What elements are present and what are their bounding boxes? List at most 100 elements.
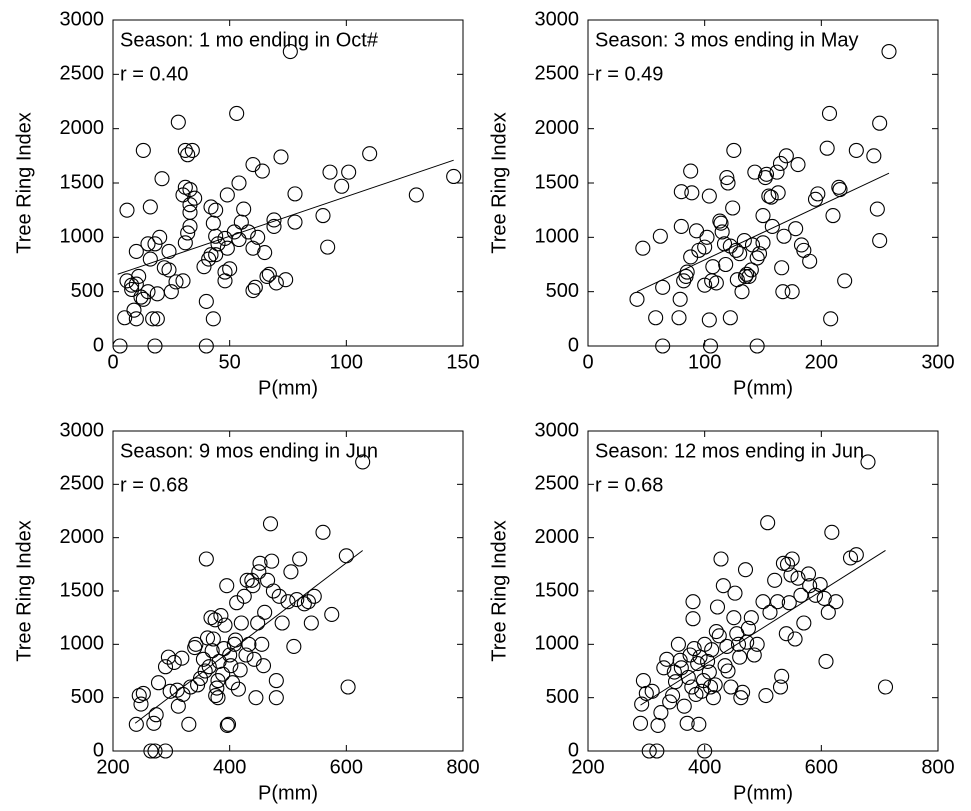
annotation: Season: 9 mos ending in Jun [120, 440, 378, 462]
y-tick-label: 2500 [60, 473, 105, 495]
point [338, 548, 354, 564]
y-tick-label: 1000 [535, 633, 580, 655]
annotation: r = 0.68 [595, 474, 663, 496]
point [656, 660, 672, 676]
point [719, 170, 735, 186]
point [303, 615, 319, 631]
point [779, 556, 796, 572]
point [198, 338, 214, 354]
point [720, 175, 736, 191]
point [778, 626, 794, 642]
point [629, 291, 645, 307]
y-tick-label: 1500 [535, 579, 580, 601]
point [760, 515, 776, 531]
point [784, 551, 800, 567]
point [315, 524, 331, 540]
fit-line [134, 550, 363, 724]
point [683, 163, 699, 179]
point [203, 247, 219, 263]
y-tick-label: 2000 [535, 117, 580, 139]
x-axis-label: P(mm) [258, 377, 318, 399]
point [866, 148, 882, 164]
point [717, 658, 733, 674]
annotation: Season: 1 mo ending in Oct# [120, 29, 379, 51]
point [149, 311, 165, 327]
point [774, 260, 790, 276]
point [287, 214, 303, 230]
y-tick-label: 2500 [535, 63, 580, 85]
x-tick-label: 400 [688, 756, 721, 778]
point [274, 615, 290, 631]
point [341, 164, 357, 180]
point [230, 681, 246, 697]
point [210, 690, 226, 706]
y-tick-label: 1500 [60, 171, 105, 193]
point [837, 273, 853, 289]
point [362, 146, 378, 162]
y-axis-label: Tree Ring Index [488, 520, 510, 662]
point [251, 564, 267, 580]
point [820, 604, 836, 620]
point [213, 607, 229, 624]
point [408, 187, 424, 203]
point [700, 653, 716, 669]
point [772, 679, 789, 695]
point [195, 651, 211, 667]
point [715, 578, 731, 594]
point [686, 641, 702, 657]
point [702, 338, 719, 354]
x-axis-label: P(mm) [258, 782, 318, 804]
point [264, 553, 280, 569]
point [355, 454, 371, 470]
point [238, 647, 254, 663]
point [743, 610, 759, 626]
point [730, 636, 747, 652]
point [653, 705, 669, 721]
y-tick-label: 1000 [60, 633, 105, 655]
point [219, 717, 235, 733]
point [174, 650, 190, 666]
point [135, 291, 151, 307]
point [157, 659, 174, 675]
x-tick-label: 50 [219, 351, 241, 373]
point [254, 636, 270, 652]
point [128, 716, 144, 732]
point [154, 171, 170, 187]
point [825, 208, 841, 224]
point [649, 743, 665, 759]
point [662, 694, 678, 710]
point [168, 274, 184, 290]
point [239, 572, 255, 588]
point [821, 105, 838, 122]
annotation: r = 0.49 [595, 63, 663, 85]
y-tick-label: 1500 [60, 579, 105, 601]
point [776, 228, 792, 244]
point [324, 606, 340, 623]
point [148, 707, 164, 723]
point [252, 555, 268, 571]
point [289, 591, 305, 608]
point [257, 604, 273, 620]
point [672, 291, 688, 307]
point [712, 213, 728, 229]
point [182, 204, 198, 220]
point [131, 687, 147, 704]
point [807, 587, 824, 603]
point [180, 225, 196, 241]
point [160, 649, 176, 665]
point [210, 673, 226, 689]
point [860, 454, 876, 470]
point [872, 115, 888, 131]
point [208, 202, 224, 218]
point [676, 698, 692, 714]
point [190, 677, 206, 693]
x-axis-label: P(mm) [733, 782, 793, 804]
point [685, 594, 701, 610]
point [739, 634, 755, 650]
point [802, 578, 818, 594]
point [112, 338, 128, 354]
point [650, 717, 666, 733]
point [691, 716, 707, 732]
point [790, 570, 806, 586]
point [250, 615, 266, 631]
